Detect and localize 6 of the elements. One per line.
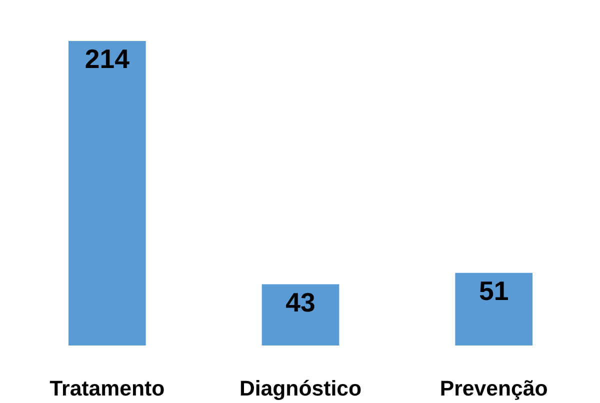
x-tick-label: Diagnóstico bbox=[239, 376, 362, 400]
data-label: 214 bbox=[84, 44, 130, 74]
x-tick-label: Prevenção bbox=[440, 376, 548, 400]
data-label: 51 bbox=[479, 276, 509, 306]
data-label: 43 bbox=[286, 287, 316, 318]
x-tick-label: Tratamento bbox=[50, 376, 165, 400]
